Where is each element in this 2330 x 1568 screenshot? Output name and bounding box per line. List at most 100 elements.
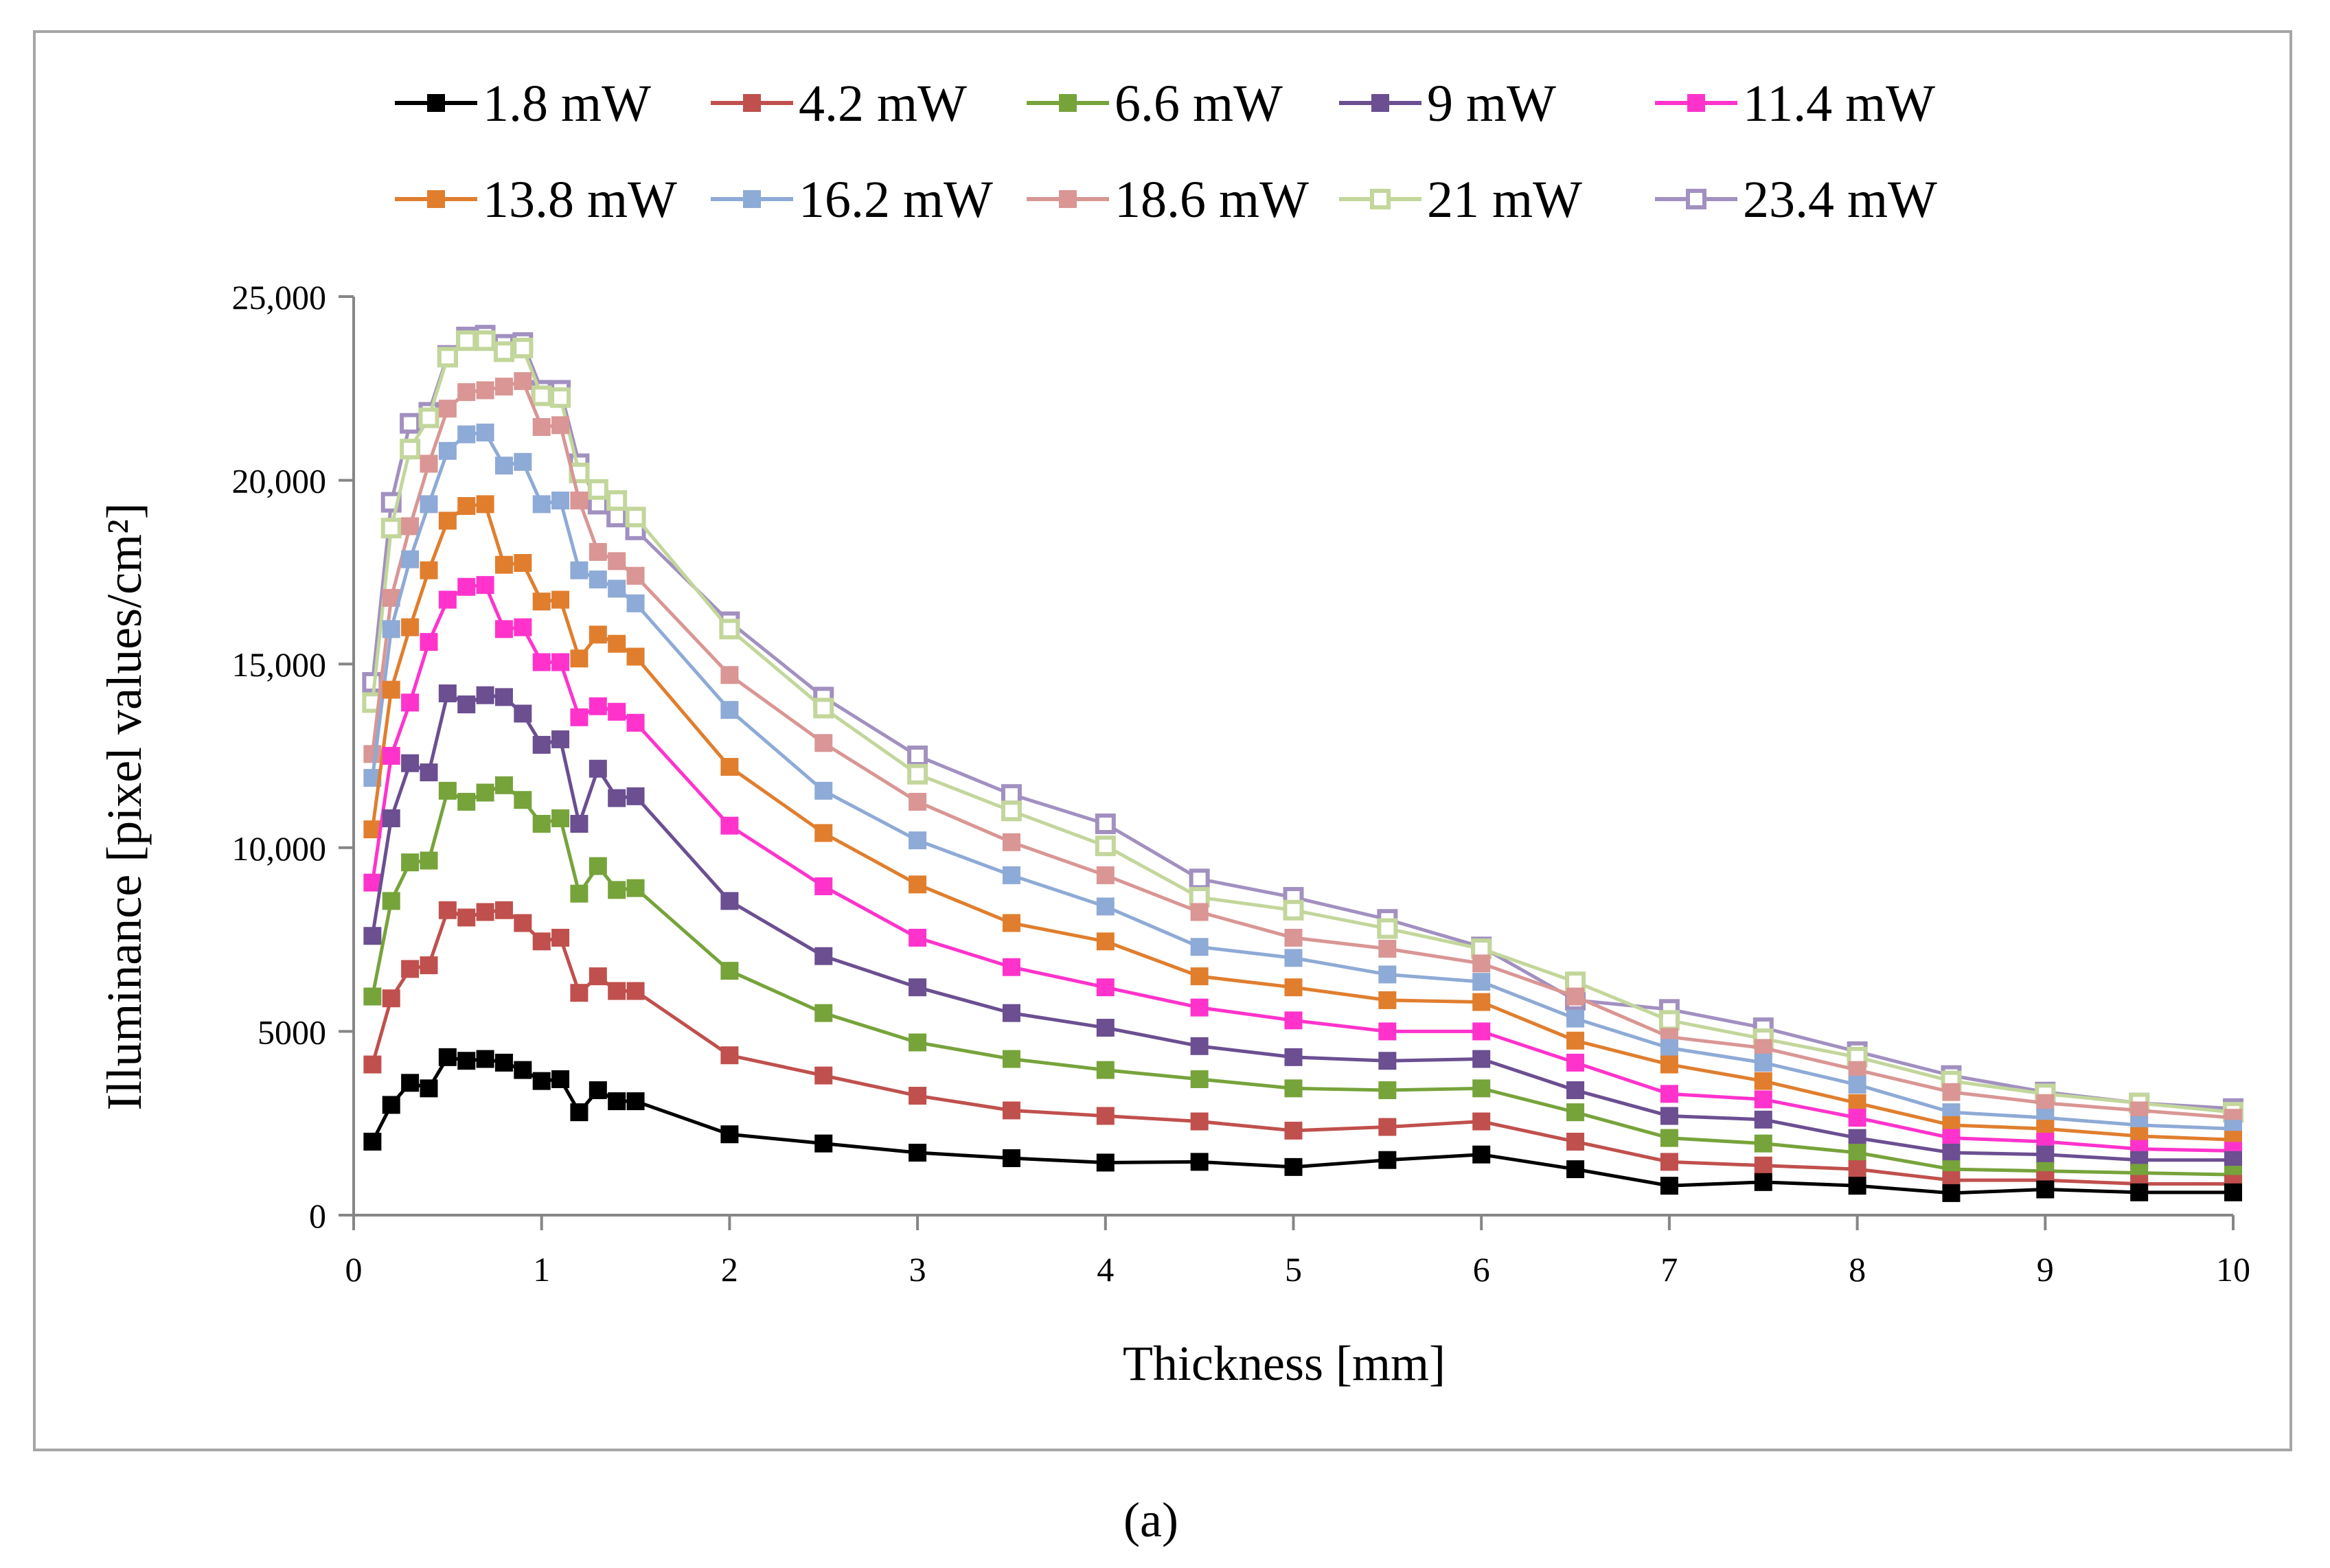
y-tick-label: 15,000 [232, 645, 327, 684]
data-point [1848, 1144, 1866, 1162]
data-point [813, 697, 834, 719]
data-point [494, 688, 513, 706]
data-point [1848, 1076, 1866, 1094]
data-point [1472, 993, 1491, 1011]
legend-label: 1.8 mW [483, 75, 651, 132]
series-line [370, 338, 2234, 1114]
data-point [494, 457, 513, 475]
data-point [363, 1055, 382, 1074]
data-point [457, 1052, 476, 1070]
data-point [1660, 1129, 1678, 1147]
data-point [1096, 1153, 1115, 1172]
data-point [532, 815, 551, 833]
data-point [608, 579, 626, 598]
data-point [514, 914, 532, 932]
data-point [418, 407, 439, 428]
data-point [514, 791, 532, 809]
data-point [907, 746, 928, 766]
data-point [420, 851, 438, 870]
data-point [814, 824, 833, 842]
data-point [626, 1092, 645, 1111]
legend-swatch-marker [1371, 94, 1389, 112]
data-point [531, 385, 552, 406]
data-point [589, 697, 607, 715]
data-point [1002, 1101, 1020, 1120]
data-point [606, 507, 628, 528]
data-point [420, 1079, 438, 1098]
data-point [420, 956, 438, 975]
data-point [2224, 1151, 2242, 1169]
data-point [532, 417, 551, 436]
data-point [2036, 1180, 2055, 1199]
data-point [514, 618, 532, 636]
series-9-mw [363, 684, 2242, 1169]
data-point [1095, 814, 1116, 835]
data-point [1096, 932, 1115, 951]
data-point [512, 337, 534, 358]
x-tick-label: 0 [345, 1250, 363, 1289]
data-point [456, 330, 477, 351]
data-point [1002, 1050, 1020, 1068]
data-point [400, 413, 421, 434]
legend-item: 13.8 mW [395, 171, 677, 229]
data-point [1096, 1019, 1115, 1037]
x-tick-label: 1 [533, 1250, 550, 1289]
data-point [1189, 868, 1210, 890]
data-point [626, 879, 645, 897]
x-tick-label: 5 [1285, 1250, 1302, 1289]
legend-label: 6.6 mW [1115, 75, 1283, 132]
legend-item: 1.8 mW [395, 75, 651, 132]
legend-swatch-marker [1686, 189, 1706, 209]
plot-area [362, 325, 2243, 1202]
data-point [1942, 1083, 1961, 1101]
data-point [438, 901, 457, 919]
data-point [589, 967, 607, 986]
data-point [1566, 1031, 1585, 1050]
data-point [626, 713, 645, 732]
series-16-2-mw [363, 424, 2242, 1138]
data-point [438, 400, 457, 418]
legend: 1.8 mW 4.2 mW 6.6 mW 9 mW 11.4 mW 13.8 mW 16.2… [395, 75, 1937, 229]
data-point [1472, 1112, 1491, 1131]
data-point [476, 783, 494, 802]
data-point [1284, 949, 1303, 967]
data-point [570, 884, 589, 903]
y-tick-label: 25,000 [232, 278, 327, 316]
data-point [1378, 965, 1397, 984]
x-tick-label: 7 [1660, 1250, 1678, 1289]
data-point [570, 1103, 589, 1122]
data-point [570, 815, 589, 833]
data-point [570, 492, 589, 510]
data-point [476, 576, 494, 595]
data-point [1096, 897, 1115, 916]
data-point [1566, 1103, 1585, 1122]
legend-label: 23.4 mW [1743, 171, 1937, 229]
data-point [1566, 987, 1585, 1006]
data-point [1660, 1085, 1678, 1103]
series-11-4-mw [363, 576, 2242, 1160]
data-point [1002, 914, 1020, 932]
data-point [438, 1048, 457, 1066]
legend-label: 4.2 mW [799, 75, 967, 132]
data-point [1472, 1050, 1491, 1068]
data-point [626, 566, 645, 585]
data-point [1001, 800, 1022, 822]
data-point [1942, 1184, 1961, 1202]
legend-label: 9 mW [1427, 75, 1556, 132]
data-point [720, 666, 739, 684]
data-point [1472, 954, 1491, 973]
data-point [382, 892, 400, 910]
data-point [457, 425, 476, 443]
data-point [1754, 1072, 1772, 1090]
data-point [1660, 1177, 1678, 1195]
legend-item: 4.2 mW [711, 75, 967, 132]
data-point [551, 809, 570, 827]
data-point [532, 735, 551, 754]
data-point [514, 704, 532, 723]
legend-label: 13.8 mW [483, 171, 677, 229]
series-line [370, 333, 2234, 1111]
y-tick-label: 0 [309, 1197, 326, 1235]
data-point [1190, 998, 1209, 1017]
data-point [814, 734, 833, 752]
axes: 0 5000 10,000 15,000 20,000 25,000 0 1 2 3 4 5 6 7 8 9 1… [232, 278, 2251, 1289]
